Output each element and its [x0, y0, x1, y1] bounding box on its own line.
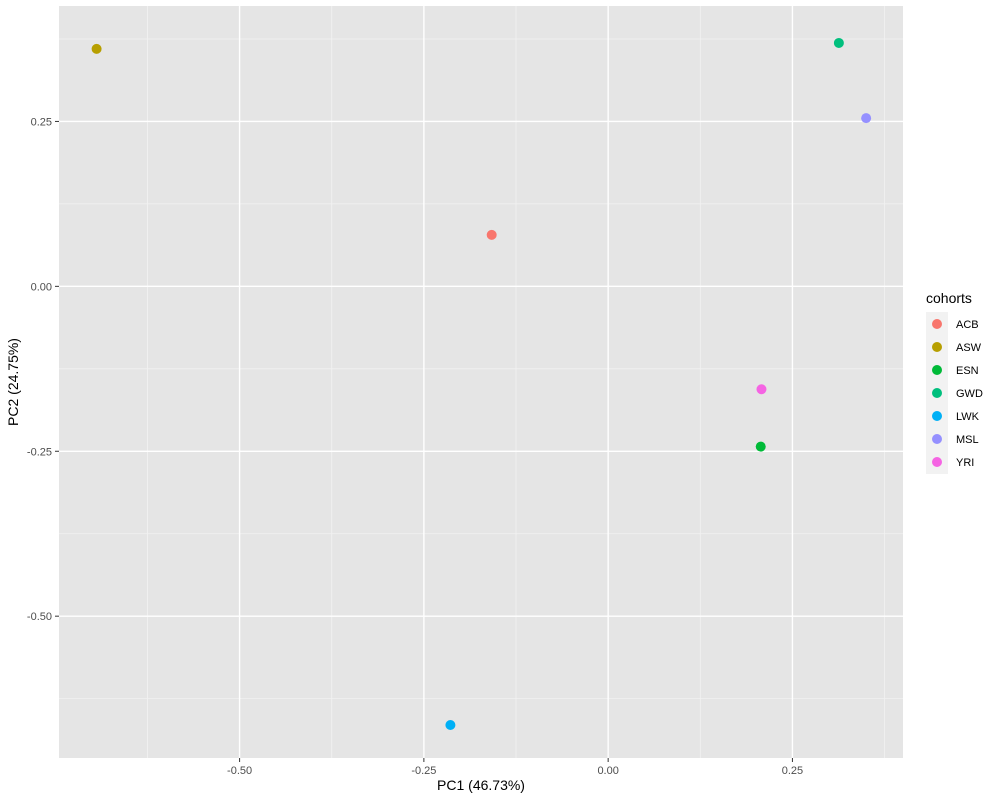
data-point-esn — [755, 441, 766, 452]
legend-key-lwk — [932, 411, 942, 421]
legend-items: ACB ASW ESN GWD LWK MSL YRI — [932, 319, 983, 469]
x-tick-label: 0.00 — [597, 765, 618, 777]
y-axis-ticks: -0.50 -0.25 0.00 0.25 — [27, 116, 59, 623]
minor-gridlines — [59, 6, 903, 758]
legend-key-gwd — [932, 388, 942, 398]
data-point-yri — [756, 384, 767, 395]
data-points — [91, 37, 872, 731]
data-point-lwk — [445, 720, 456, 731]
legend-label-asw: ASW — [956, 342, 982, 354]
legend-key-esn — [932, 365, 942, 375]
data-point-asw — [91, 43, 102, 54]
x-tick-label: -0.50 — [227, 765, 252, 777]
data-point-msl — [861, 113, 872, 124]
legend: cohorts ACB ASW ESN GWD LWK MSL YRI — [926, 290, 983, 474]
legend-label-msl: MSL — [956, 434, 979, 446]
legend-key-yri — [932, 457, 942, 467]
y-tick-label: -0.50 — [27, 611, 52, 623]
x-axis-title: PC1 (46.73%) — [437, 777, 525, 793]
y-tick-label: -0.25 — [27, 446, 52, 458]
legend-label-yri: YRI — [956, 457, 974, 469]
legend-label-lwk: LWK — [956, 411, 980, 423]
legend-label-esn: ESN — [956, 365, 979, 377]
y-tick-label: 0.25 — [31, 116, 52, 128]
x-tick-label: -0.25 — [411, 765, 436, 777]
data-point-acb — [486, 229, 497, 240]
legend-key-msl — [932, 434, 942, 444]
x-tick-label: 0.25 — [782, 765, 803, 777]
y-tick-label: 0.00 — [31, 281, 52, 293]
legend-label-gwd: GWD — [956, 388, 983, 400]
major-gridlines — [59, 6, 903, 758]
legend-label-acb: ACB — [956, 319, 979, 331]
data-point-gwd — [833, 37, 844, 48]
legend-title: cohorts — [926, 290, 972, 306]
panel-background — [59, 6, 903, 758]
y-axis-title: PC2 (24.75%) — [5, 338, 21, 426]
legend-key-asw — [932, 342, 942, 352]
x-axis-ticks: -0.50 -0.25 0.00 0.25 — [227, 758, 803, 777]
legend-key-acb — [932, 319, 942, 329]
